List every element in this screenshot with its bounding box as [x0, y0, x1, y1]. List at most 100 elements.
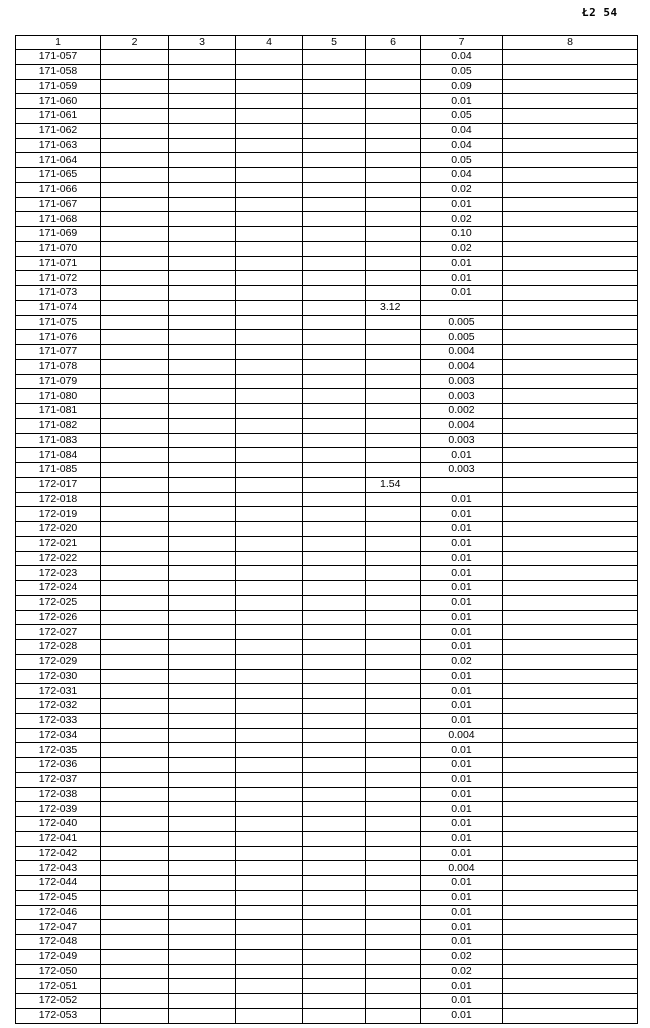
cell-6 — [365, 934, 421, 950]
table-row: 171-057 0.04 — [15, 49, 638, 65]
cell-5 — [302, 93, 366, 109]
cell-2 — [100, 476, 169, 493]
cell-7: 0.01 — [420, 771, 503, 788]
cell-6 — [365, 639, 421, 655]
cell-3 — [168, 49, 236, 65]
table-row: 172-049 0.02 — [15, 948, 638, 965]
cell-4 — [235, 889, 303, 906]
cell-id: 171-067 — [15, 196, 101, 213]
cell-3 — [168, 255, 236, 272]
cell-2 — [100, 373, 169, 390]
cell-4 — [235, 181, 303, 198]
cell-5 — [302, 137, 366, 154]
cell-3 — [168, 403, 236, 419]
cell-3 — [168, 462, 236, 478]
cell-4 — [235, 948, 303, 965]
cell-7: 0.01 — [420, 978, 503, 994]
cell-2 — [100, 771, 169, 788]
cell-5 — [302, 491, 366, 508]
cell-3 — [168, 270, 236, 286]
cell-7: 0.01 — [420, 683, 503, 699]
cell-6 — [365, 285, 421, 301]
cell-4 — [235, 285, 303, 301]
cell-2 — [100, 314, 169, 331]
cell-8 — [502, 196, 638, 213]
cell-2 — [100, 270, 169, 286]
cell-2 — [100, 49, 169, 65]
column-header-4: 4 — [235, 35, 303, 50]
column-header-6: 6 — [365, 35, 421, 50]
cell-6 — [365, 948, 421, 965]
cell-4 — [235, 447, 303, 463]
cell-5 — [302, 683, 366, 699]
cell-8 — [502, 344, 638, 360]
cell-id: 172-020 — [15, 521, 101, 537]
cell-6 — [365, 211, 421, 227]
cell-3 — [168, 978, 236, 994]
cell-id: 172-037 — [15, 771, 101, 788]
cell-3 — [168, 432, 236, 449]
table-row: 171-058 0.05 — [15, 63, 638, 80]
cell-7: 0.01 — [420, 889, 503, 906]
cell-6 — [365, 963, 421, 980]
cell-8 — [502, 919, 638, 935]
cell-7: 0.003 — [420, 432, 503, 449]
cell-7: 0.02 — [420, 653, 503, 670]
cell-6 — [365, 491, 421, 508]
cell-5 — [302, 594, 366, 611]
table-row: 171-078 0.004 — [15, 358, 638, 375]
cell-4 — [235, 845, 303, 862]
cell-id: 171-059 — [15, 78, 101, 95]
cell-5 — [302, 919, 366, 935]
cell-5 — [302, 167, 366, 183]
cell-5 — [302, 63, 366, 80]
cell-7: 0.003 — [420, 388, 503, 404]
cell-5 — [302, 255, 366, 272]
cell-6 — [365, 181, 421, 198]
cell-2 — [100, 963, 169, 980]
table-row: 172-023 0.01 — [15, 565, 638, 581]
cell-7: 0.01 — [420, 447, 503, 463]
cell-id: 172-028 — [15, 639, 101, 655]
cell-4 — [235, 786, 303, 803]
cell-6 — [365, 270, 421, 286]
cell-7: 0.01 — [420, 742, 503, 758]
table-row: 172-041 0.01 — [15, 830, 638, 847]
cell-3 — [168, 565, 236, 581]
cell-5 — [302, 934, 366, 950]
cell-8 — [502, 816, 638, 832]
cell-id: 172-036 — [15, 757, 101, 773]
cell-8 — [502, 108, 638, 124]
cell-8 — [502, 757, 638, 773]
cell-3 — [168, 934, 236, 950]
cell-id: 172-043 — [15, 860, 101, 876]
table-row: 171-071 0.01 — [15, 255, 638, 272]
cell-4 — [235, 683, 303, 699]
cell-6 — [365, 535, 421, 552]
cell-8 — [502, 373, 638, 390]
cell-4 — [235, 108, 303, 124]
cell-4 — [235, 403, 303, 419]
table-row: 171-062 0.04 — [15, 122, 638, 139]
cell-id: 172-021 — [15, 535, 101, 552]
cell-5 — [302, 948, 366, 965]
cell-7: 0.01 — [420, 830, 503, 847]
cell-2 — [100, 196, 169, 213]
cell-id: 172-041 — [15, 830, 101, 847]
cell-2 — [100, 978, 169, 994]
cell-7: 0.01 — [420, 816, 503, 832]
cell-3 — [168, 609, 236, 626]
table-row: 172-025 0.01 — [15, 594, 638, 611]
cell-3 — [168, 757, 236, 773]
cell-4 — [235, 152, 303, 168]
cell-2 — [100, 889, 169, 906]
page-number: Ł2 54 — [582, 6, 618, 19]
cell-4 — [235, 816, 303, 832]
cell-7: 0.01 — [420, 580, 503, 596]
cell-4 — [235, 78, 303, 95]
cell-6 — [365, 683, 421, 699]
cell-7: 0.01 — [420, 255, 503, 272]
cell-2 — [100, 211, 169, 227]
cell-8 — [502, 152, 638, 168]
cell-5 — [302, 565, 366, 581]
